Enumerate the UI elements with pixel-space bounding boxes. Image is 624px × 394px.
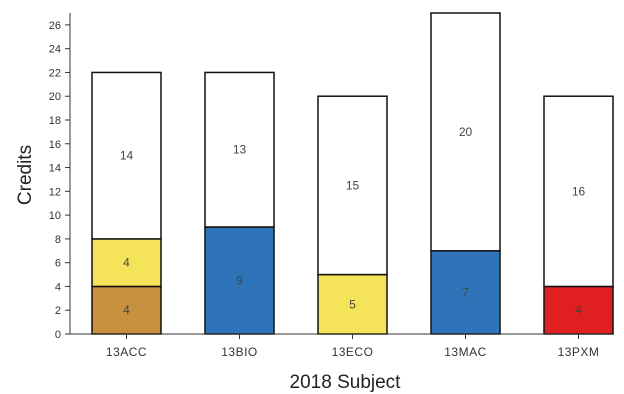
bar-segment: [91, 285, 162, 335]
bar-segment-label: 15: [346, 178, 360, 192]
bar-segment-label: 16: [572, 184, 586, 198]
y-tick-label: 8: [55, 234, 61, 246]
bar-segment: [204, 71, 275, 228]
bar-segment: [204, 226, 275, 335]
y-tick-label: 22: [49, 67, 61, 79]
x-tick-label: 13ECO: [332, 345, 374, 359]
y-tick-label: 10: [49, 210, 61, 222]
bar-segment-label: 14: [120, 149, 134, 163]
x-tick-label: 13BIO: [221, 345, 258, 359]
bar-segment-label: 5: [349, 297, 356, 311]
bar-segment-label: 20: [459, 125, 473, 139]
y-axis-title: Credits: [15, 145, 36, 205]
y-tick-label: 6: [55, 258, 61, 270]
x-tick-label: 13PXM: [558, 345, 600, 359]
y-tick-label: 0: [55, 329, 61, 341]
bar-stack-13eco: 5 15: [317, 95, 388, 335]
bar-stack-13mac: 7 20: [430, 12, 501, 335]
x-tick-label: 13MAC: [444, 345, 487, 359]
bar-stack-13pxm: 4 16: [543, 95, 614, 335]
bar-stack-13acc: 4 4 14: [91, 71, 162, 335]
bar-segment: [317, 95, 388, 276]
bar-segment: [543, 285, 614, 335]
bar-segment-label: 4: [123, 303, 130, 317]
bar-stack-13bio: 9 13: [204, 71, 275, 335]
bar-segment: [91, 71, 162, 240]
y-tick-label: 20: [49, 91, 61, 103]
y-tick-label: 14: [49, 163, 61, 175]
y-tick-label: 24: [49, 44, 61, 56]
bar-segment-label: 4: [575, 303, 582, 317]
bar-segment-label: 13: [233, 143, 247, 157]
bar-segment: [430, 12, 501, 252]
x-tick-label: 13ACC: [106, 345, 147, 359]
y-tick-label: 4: [55, 281, 61, 293]
bar-segment-label: 4: [123, 256, 130, 270]
y-tick-label: 18: [49, 115, 61, 127]
x-axis: 13ACC 13BIO 13ECO 13MAC 13PXM: [70, 333, 612, 359]
x-axis-title: 2018 Subject: [290, 372, 402, 393]
bar-segment: [543, 95, 614, 288]
bar-segment-label: 9: [236, 274, 243, 288]
bar-segment-label: 7: [462, 285, 469, 299]
y-tick-label: 26: [49, 20, 61, 32]
y-tick-label: 12: [49, 186, 61, 198]
bars: 4 4 14 9 13 5 15 7 20 4 16: [91, 12, 614, 335]
bar-segment: [430, 250, 501, 335]
y-tick-label: 2: [55, 305, 61, 317]
y-tick-label: 16: [49, 139, 61, 151]
